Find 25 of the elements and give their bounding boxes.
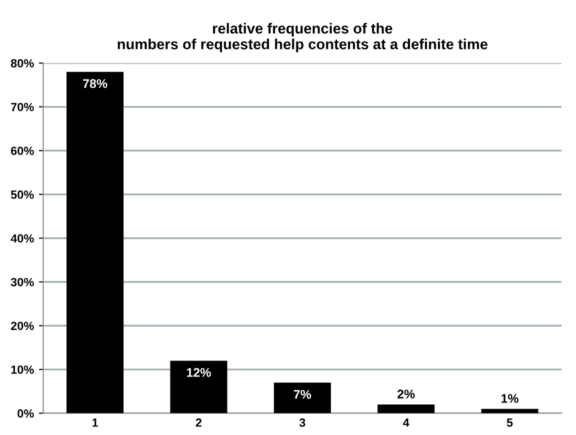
y-tick-label: 80% [10,59,34,68]
data-label: 78% [83,79,108,88]
y-tick-label: 0% [18,409,34,418]
y-tick-label: 70% [11,102,34,112]
bar [378,404,435,414]
y-tick-label: 10% [11,366,34,374]
y-tick-label: 50% [10,190,34,199]
data-label: 2% [397,390,415,398]
data-label: 7% [294,390,312,399]
bar [481,408,538,414]
x-tick-label: 3 [299,418,306,427]
chart-title: relative frequencies of the numbers of requested help contents at a definite time [118,22,488,52]
bar [170,360,228,414]
y-tick-label: 30% [10,278,34,286]
data-label: 12% [187,368,211,377]
y-tick-label: 40% [10,234,34,243]
data-label: 1% [502,394,518,403]
x-tick-label: 1 [92,418,98,427]
y-tick-label: 20% [10,322,34,330]
bar [66,72,124,414]
x-tick-label: 2 [196,418,202,427]
x-tick-label: 5 [506,418,513,427]
y-tick-label: 60% [10,146,34,156]
x-tick-label: 4 [402,418,410,427]
bar [274,382,331,414]
